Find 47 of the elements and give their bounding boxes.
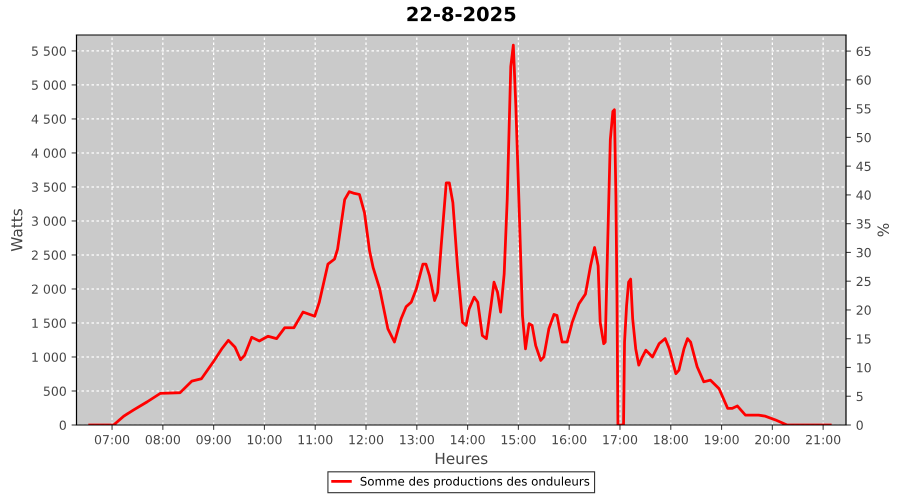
- x-tick-label: 15:00: [502, 434, 536, 444]
- y-axis-title: Watts: [11, 209, 22, 252]
- y2-axis-title: %: [877, 224, 890, 236]
- y2-tick-label: 55: [856, 104, 871, 114]
- y2-tick-label: 15: [857, 334, 871, 344]
- y-tick-label: 1 000: [32, 352, 66, 362]
- x-tick-label: 11:00: [298, 434, 332, 444]
- y-tick-label: 0: [60, 420, 66, 430]
- y2-tick-label: 0: [856, 420, 863, 430]
- legend-label: Somme des productions des onduleurs: [360, 476, 590, 488]
- x-tick-label: 10:00: [248, 434, 282, 444]
- y2-tick-label: 10: [857, 362, 871, 372]
- line-series: [88, 44, 832, 425]
- y2-tick-label: 35: [856, 219, 871, 229]
- x-axis-title: Heures: [436, 452, 488, 464]
- y2-tick-label: 30: [856, 248, 871, 258]
- y-tick-label: 3 000: [32, 216, 66, 226]
- y2-tick-label: 50: [856, 132, 871, 142]
- x-tick-label: 19:00: [704, 434, 739, 444]
- y2-tick-label: 40: [856, 190, 871, 200]
- y2-tick-label: 45: [856, 162, 871, 172]
- x-tick-label: 17:00: [603, 434, 638, 444]
- y-tick-label: 4 500: [32, 114, 66, 124]
- x-tick-label: 12:00: [349, 434, 384, 444]
- x-tick-label: 21:00: [806, 434, 840, 444]
- y-tick-label: 3 500: [32, 182, 66, 192]
- y-tick-label: 2 000: [32, 284, 66, 294]
- x-tick-label: 16:00: [552, 434, 586, 444]
- x-tick-label: 14:00: [450, 434, 485, 444]
- x-tick-label: 13:00: [400, 434, 434, 444]
- y-tick-label: 500: [44, 386, 66, 396]
- y-tick-label: 5 000: [32, 80, 66, 90]
- x-tick-label: 08:00: [146, 434, 180, 444]
- y-tick-label: 4 000: [32, 148, 66, 158]
- x-tick-label: 20:00: [755, 434, 790, 444]
- y2-tick-label: 25: [856, 276, 871, 286]
- y2-tick-label: 20: [856, 305, 871, 315]
- y2-tick-label: 65: [856, 46, 871, 56]
- x-tick-label: 07:00: [94, 434, 130, 444]
- y-tick-label: 2 500: [32, 250, 66, 260]
- y2-tick-label: 5: [856, 392, 863, 402]
- x-tick-label: 09:00: [196, 434, 231, 444]
- chart-title: 22-8-2025: [407, 6, 516, 22]
- y-tick-label: 1 500: [32, 318, 66, 328]
- y-tick-label: 5 500: [32, 46, 66, 56]
- y2-tick-label: 60: [856, 75, 871, 85]
- x-tick-label: 18:00: [654, 434, 688, 444]
